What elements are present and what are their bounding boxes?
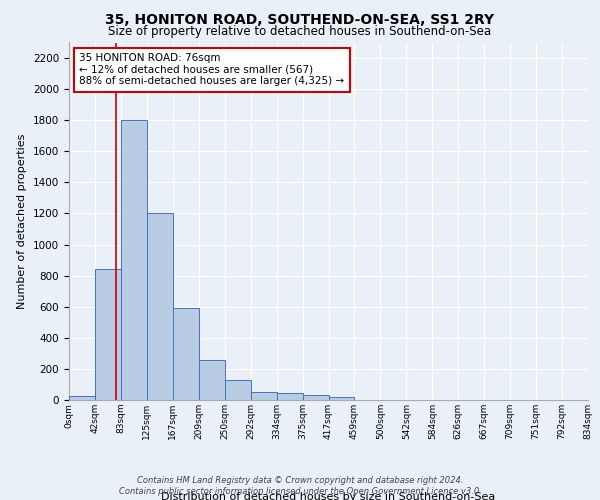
Bar (225, 380, 251, 400)
X-axis label: Distribution of detached houses by size in Southend-on-Sea: Distribution of detached houses by size … (161, 492, 496, 500)
Bar (199, 360, 224, 400)
Text: Contains HM Land Registry data © Crown copyright and database right 2024.: Contains HM Land Registry data © Crown c… (137, 476, 463, 485)
Bar (147, 214, 173, 400)
Bar (329, 397, 355, 400)
Bar (69, 396, 95, 400)
Bar (121, 120, 147, 400)
Bar (251, 392, 277, 400)
Text: 35 HONITON ROAD: 76sqm
← 12% of detached houses are smaller (567)
88% of semi-de: 35 HONITON ROAD: 76sqm ← 12% of detached… (79, 53, 344, 86)
Bar (302, 396, 329, 400)
Text: Contains public sector information licensed under the Open Government Licence v3: Contains public sector information licen… (119, 488, 481, 496)
Text: 35, HONITON ROAD, SOUTHEND-ON-SEA, SS1 2RY: 35, HONITON ROAD, SOUTHEND-ON-SEA, SS1 2… (106, 12, 494, 26)
Bar (95, 268, 121, 400)
Y-axis label: Number of detached properties: Number of detached properties (17, 134, 28, 309)
Bar (173, 308, 199, 400)
Bar (277, 393, 302, 400)
Text: Size of property relative to detached houses in Southend-on-Sea: Size of property relative to detached ho… (109, 25, 491, 38)
